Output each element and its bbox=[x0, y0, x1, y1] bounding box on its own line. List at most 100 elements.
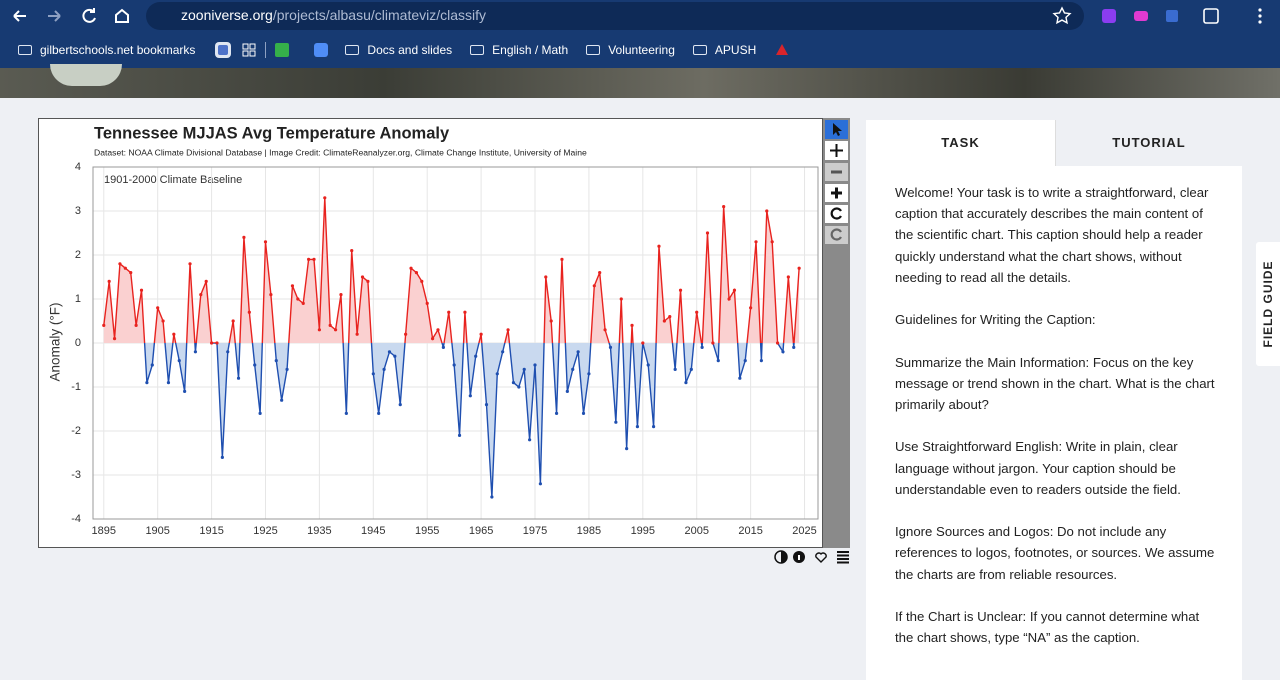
tab-tutorial[interactable]: TUTORIAL bbox=[1055, 120, 1242, 166]
point bbox=[414, 271, 419, 275]
point bbox=[501, 350, 505, 354]
point bbox=[716, 359, 720, 363]
bookmark-label: Docs and slides bbox=[367, 43, 453, 57]
point bbox=[344, 411, 348, 415]
point bbox=[350, 249, 354, 253]
paragraph: Summarize the Main Information: Focus on… bbox=[895, 354, 1215, 412]
point bbox=[479, 332, 483, 336]
field-guide-label: FIELD GUIDE bbox=[1261, 260, 1275, 348]
point bbox=[544, 275, 548, 279]
point bbox=[619, 297, 623, 301]
point bbox=[112, 337, 117, 341]
point bbox=[484, 403, 489, 407]
bookmark[interactable]: Docs and slides bbox=[345, 43, 452, 57]
point bbox=[727, 297, 731, 301]
point bbox=[749, 306, 753, 310]
point bbox=[139, 288, 144, 292]
point bbox=[711, 341, 715, 345]
x-tick-label: 1895 bbox=[92, 525, 116, 537]
point bbox=[387, 350, 392, 354]
area-above bbox=[103, 197, 800, 343]
point bbox=[247, 310, 251, 314]
browser-toolbar: zooniverse.org/projects/albasu/climatevi… bbox=[0, 0, 1280, 32]
point bbox=[420, 279, 424, 283]
address-bar[interactable] bbox=[146, 2, 1084, 30]
point bbox=[441, 345, 445, 349]
bookmark[interactable]: English / Math bbox=[470, 43, 568, 57]
point bbox=[150, 363, 154, 367]
point bbox=[662, 319, 666, 323]
project-banner bbox=[0, 64, 1280, 98]
bookmark-icons bbox=[215, 42, 290, 58]
point bbox=[209, 341, 214, 345]
bookmark-label: gilbertschools.net bookmarks bbox=[40, 43, 196, 57]
point bbox=[657, 244, 661, 248]
point bbox=[571, 367, 575, 371]
point bbox=[161, 319, 165, 323]
paragraph: Guidelines for Writing the Caption: bbox=[895, 312, 1096, 328]
point bbox=[700, 345, 704, 349]
point bbox=[576, 350, 580, 354]
point bbox=[684, 381, 688, 385]
point bbox=[603, 328, 607, 332]
bookmarks-bar: gilbertschools.net bookmarks Docs and sl… bbox=[0, 32, 1280, 68]
bookmark[interactable]: APUSH bbox=[692, 43, 756, 57]
point bbox=[296, 297, 300, 301]
x-tick-label: 1905 bbox=[145, 525, 169, 537]
y-tick-label: 1 bbox=[75, 293, 81, 305]
point bbox=[581, 411, 586, 415]
point bbox=[215, 341, 219, 345]
point bbox=[134, 323, 138, 327]
point bbox=[290, 284, 295, 288]
tab-task[interactable]: TASK bbox=[866, 120, 1055, 166]
point bbox=[722, 205, 726, 209]
point bbox=[409, 266, 413, 270]
point bbox=[382, 367, 386, 371]
y-tick-label: -4 bbox=[71, 513, 81, 525]
point bbox=[447, 310, 451, 314]
bookmark-label: Volunteering bbox=[608, 43, 675, 57]
point bbox=[608, 345, 613, 349]
point bbox=[317, 328, 321, 332]
x-tick-label: 1925 bbox=[253, 525, 277, 537]
point bbox=[732, 288, 737, 292]
chart-footer-icons bbox=[774, 550, 849, 564]
point bbox=[646, 363, 650, 367]
bookmark[interactable]: Volunteering bbox=[586, 43, 675, 57]
point bbox=[598, 271, 602, 275]
point bbox=[678, 288, 683, 292]
point bbox=[404, 332, 408, 336]
x-tick-label: 1915 bbox=[199, 525, 223, 537]
bookmark[interactable]: gilbertschools.net bookmarks bbox=[18, 43, 195, 57]
point bbox=[759, 359, 764, 363]
point bbox=[430, 337, 435, 341]
field-guide-tab[interactable]: FIELD GUIDE bbox=[1256, 242, 1280, 366]
point bbox=[695, 310, 699, 314]
point bbox=[280, 398, 284, 402]
project-logo bbox=[50, 64, 122, 86]
point bbox=[393, 354, 397, 358]
point bbox=[118, 262, 122, 266]
point bbox=[253, 363, 257, 367]
x-tick-label: 1985 bbox=[577, 525, 601, 537]
point bbox=[231, 319, 235, 323]
point bbox=[754, 240, 758, 244]
point bbox=[625, 447, 629, 451]
chart-tools bbox=[823, 118, 850, 548]
chart-title: Tennessee MJJAS Avg Temperature Anomaly bbox=[94, 124, 450, 142]
task-text: Welcome! Your task is to write a straigh… bbox=[895, 182, 1219, 670]
point bbox=[242, 235, 246, 239]
y-tick-label: 0 bbox=[75, 337, 81, 349]
point bbox=[263, 240, 268, 244]
x-tick-label: 1955 bbox=[415, 525, 439, 537]
chart-container: Tennessee MJJAS Avg Temperature Anomaly … bbox=[38, 118, 823, 548]
point bbox=[236, 376, 241, 380]
point bbox=[425, 301, 429, 305]
point bbox=[506, 328, 510, 332]
point bbox=[220, 455, 224, 459]
y-tick-label: 2 bbox=[75, 249, 81, 261]
point bbox=[533, 363, 537, 367]
point bbox=[490, 495, 494, 499]
point bbox=[269, 293, 273, 297]
